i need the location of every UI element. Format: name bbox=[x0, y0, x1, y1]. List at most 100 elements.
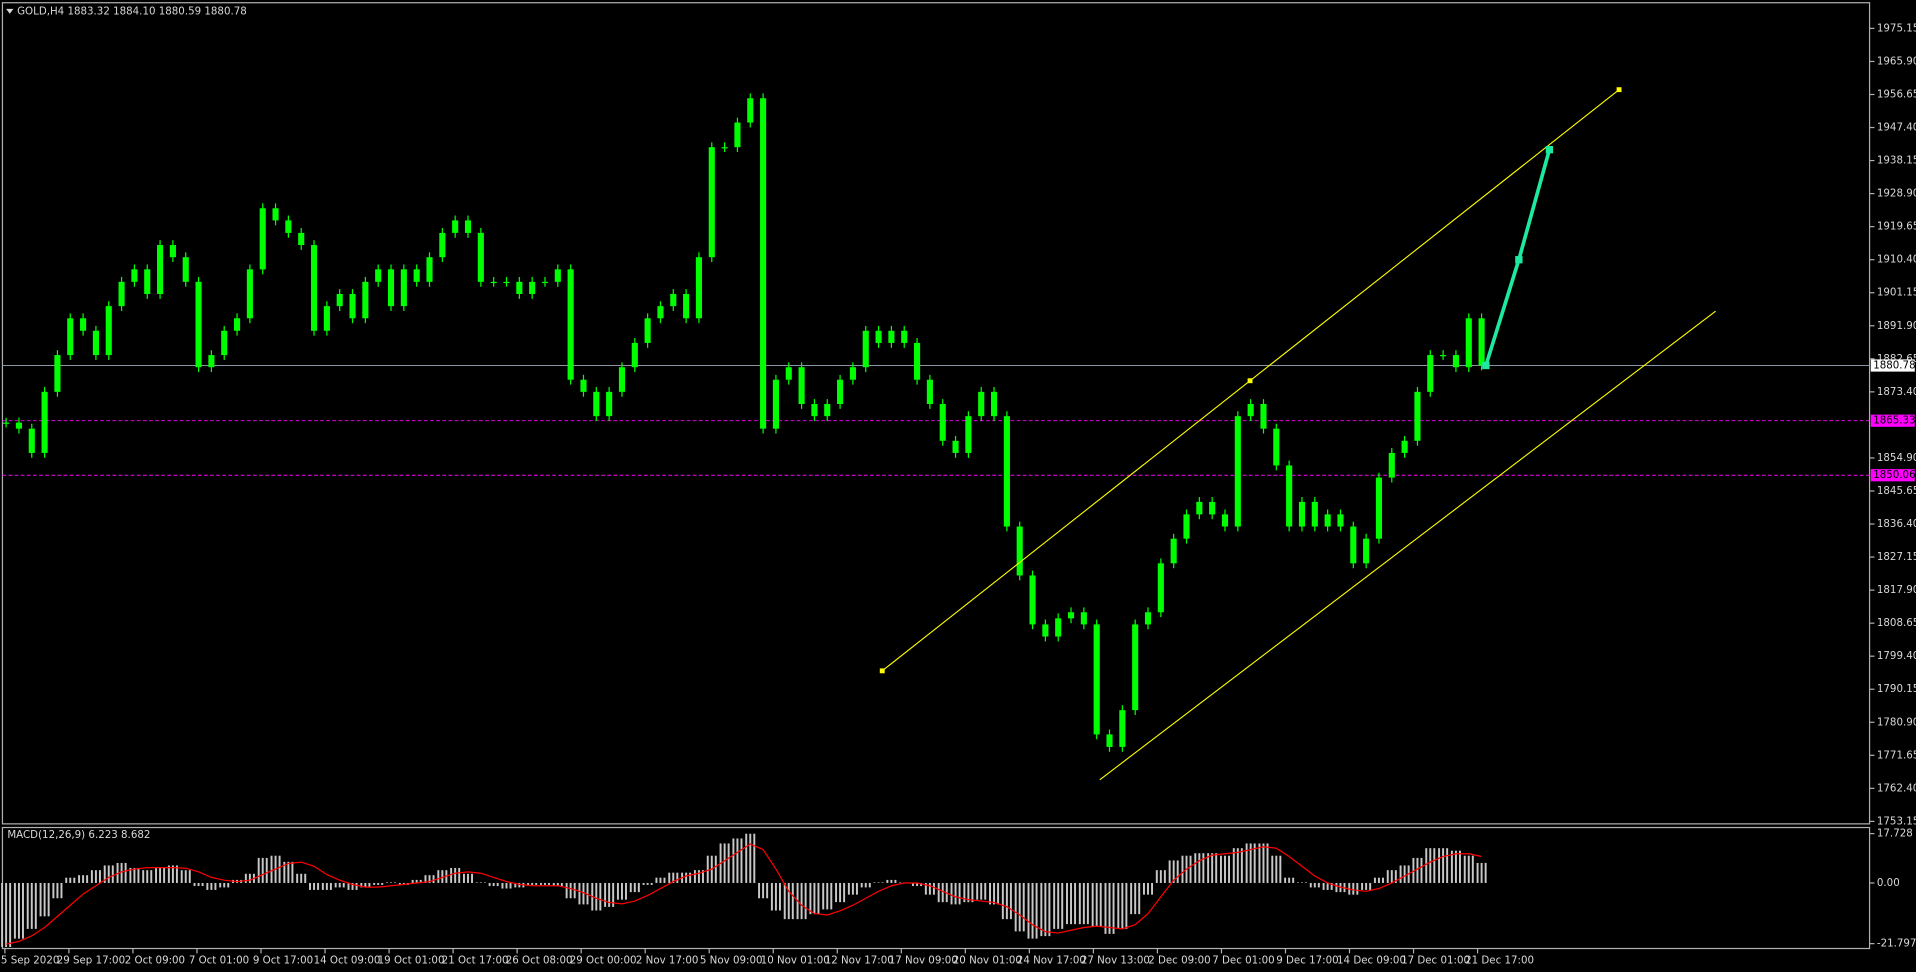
candle bbox=[1183, 514, 1190, 539]
candle bbox=[80, 318, 87, 331]
candle bbox=[157, 245, 164, 294]
candle bbox=[1414, 391, 1421, 441]
candle bbox=[1375, 477, 1383, 539]
candle bbox=[221, 330, 228, 356]
candle bbox=[901, 330, 908, 343]
candle bbox=[41, 391, 48, 453]
x-tick-label: 2 Dec 09:00 bbox=[1148, 955, 1210, 967]
candle bbox=[259, 208, 266, 270]
candle bbox=[3, 422, 10, 424]
x-tick-label: 9 Oct 17:00 bbox=[253, 955, 313, 967]
candle bbox=[695, 257, 703, 319]
candle bbox=[1221, 514, 1229, 527]
y-tick-label: 1827.15 bbox=[1877, 551, 1916, 563]
candle bbox=[246, 269, 253, 319]
candle bbox=[92, 330, 99, 356]
candle bbox=[285, 220, 292, 233]
x-tick-label: 17 Dec 01:00 bbox=[1401, 955, 1470, 967]
candle bbox=[387, 269, 395, 307]
candle bbox=[118, 281, 125, 307]
x-tick-label: 17 Nov 09:00 bbox=[889, 955, 958, 967]
x-tick-label: 24 Nov 17:00 bbox=[1017, 955, 1086, 967]
candle bbox=[1093, 624, 1100, 735]
y-tick-label: 1873.40 bbox=[1877, 386, 1916, 398]
y-tick-label: 1780.90 bbox=[1877, 716, 1916, 728]
candle bbox=[1286, 465, 1293, 527]
x-tick-label: 19 Oct 01:00 bbox=[378, 955, 445, 967]
candle bbox=[1465, 318, 1472, 368]
candle bbox=[439, 232, 446, 258]
candle bbox=[990, 391, 998, 417]
candle bbox=[28, 428, 35, 453]
signal-line bbox=[5, 843, 1482, 945]
candle bbox=[208, 355, 215, 368]
candle bbox=[734, 122, 741, 148]
candle bbox=[298, 232, 305, 246]
y-tick-label: 1947.40 bbox=[1877, 122, 1916, 134]
projection-point bbox=[1515, 256, 1523, 264]
candle bbox=[195, 281, 202, 368]
y-tick-label: 1919.65 bbox=[1877, 221, 1916, 233]
candle bbox=[1144, 612, 1152, 625]
x-tick-label: 21 Oct 17:00 bbox=[442, 955, 509, 967]
candle bbox=[67, 318, 74, 356]
candle bbox=[169, 245, 176, 258]
indicator-title: MACD(12,26,9) 6.223 8.682 bbox=[7, 829, 150, 841]
level-label: 1865.33 bbox=[1873, 415, 1915, 427]
candle bbox=[1478, 318, 1485, 366]
candle bbox=[965, 416, 972, 453]
candle bbox=[1055, 618, 1062, 637]
candle bbox=[644, 318, 651, 343]
channel-anchor bbox=[879, 668, 885, 674]
y-tick-label: 1965.90 bbox=[1877, 55, 1916, 67]
candle bbox=[490, 281, 497, 284]
candle bbox=[1067, 612, 1075, 619]
y-tick-label: 1799.40 bbox=[1877, 650, 1916, 662]
candle bbox=[747, 98, 754, 123]
candle bbox=[362, 281, 369, 319]
candle bbox=[606, 391, 613, 417]
candle bbox=[1016, 526, 1023, 576]
candle bbox=[272, 208, 279, 221]
candle bbox=[862, 330, 869, 368]
x-tick-label: 12 Nov 17:00 bbox=[825, 955, 894, 967]
candle bbox=[1080, 612, 1087, 625]
candle bbox=[15, 422, 22, 429]
x-tick-label: 5 Nov 09:00 bbox=[700, 955, 763, 967]
y-tick-label: 1817.90 bbox=[1877, 584, 1916, 596]
candle bbox=[798, 367, 805, 405]
x-tick-label: 9 Dec 17:00 bbox=[1276, 955, 1338, 967]
candle bbox=[978, 391, 985, 417]
y-tick-label: 1836.40 bbox=[1877, 518, 1916, 530]
y-tick-label: 1891.90 bbox=[1877, 320, 1916, 332]
candle bbox=[939, 404, 946, 441]
x-tick-label: 7 Dec 01:00 bbox=[1212, 955, 1274, 967]
candle bbox=[375, 269, 382, 282]
channel-anchor bbox=[1616, 87, 1622, 93]
candle bbox=[1337, 514, 1344, 527]
y-tick-label: 1910.40 bbox=[1877, 254, 1916, 266]
y-tick-label: 1808.65 bbox=[1877, 617, 1916, 629]
candle bbox=[503, 281, 510, 284]
candle bbox=[452, 220, 459, 233]
x-tick-label: 27 Nov 13:00 bbox=[1081, 955, 1150, 967]
level-label-box bbox=[1870, 359, 1915, 372]
candle bbox=[670, 293, 677, 307]
candle bbox=[1119, 710, 1126, 747]
candle bbox=[567, 269, 574, 380]
candle bbox=[875, 330, 882, 343]
candle bbox=[529, 281, 536, 294]
y-tick-label: 1956.65 bbox=[1877, 88, 1916, 100]
candle bbox=[631, 342, 638, 368]
candle bbox=[182, 257, 189, 282]
candle bbox=[760, 98, 767, 429]
candle bbox=[1452, 355, 1459, 368]
y-tick-label: 1771.65 bbox=[1877, 749, 1916, 761]
y-tick-label: 1790.15 bbox=[1877, 683, 1916, 695]
candle bbox=[1401, 440, 1408, 453]
x-tick-label: 29 Sep 17:00 bbox=[57, 955, 125, 967]
x-tick-label: 7 Oct 01:00 bbox=[189, 955, 249, 967]
candle bbox=[772, 379, 779, 429]
candle bbox=[1247, 404, 1254, 417]
